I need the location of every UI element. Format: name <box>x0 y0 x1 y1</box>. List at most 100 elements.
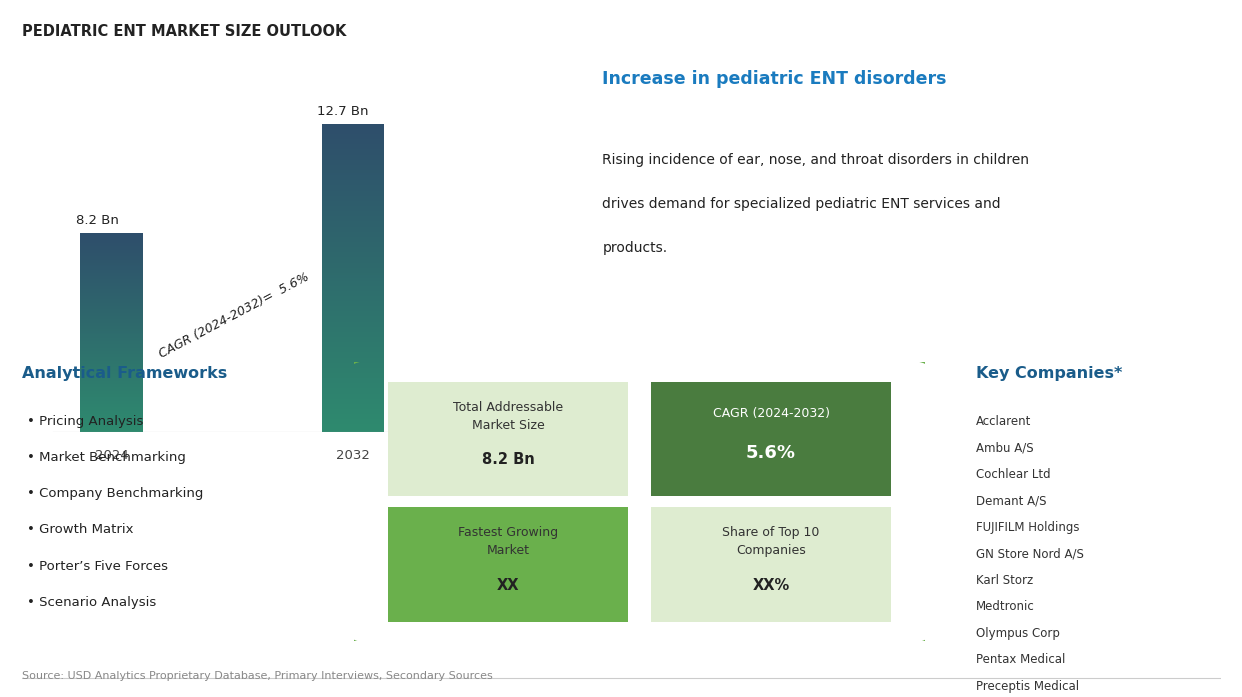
Bar <box>322 147 384 149</box>
Bar <box>322 339 384 342</box>
Bar <box>81 341 143 342</box>
Bar <box>81 261 143 263</box>
Bar <box>81 431 143 432</box>
Bar <box>322 350 384 353</box>
Bar <box>81 238 143 240</box>
Bar <box>81 351 143 353</box>
Bar <box>322 193 384 196</box>
Bar <box>322 175 384 178</box>
Bar <box>322 196 384 198</box>
Bar <box>81 294 143 296</box>
Bar <box>322 201 384 204</box>
Text: Share of Top 10: Share of Top 10 <box>723 526 820 539</box>
Text: Total Addressable: Total Addressable <box>453 401 564 413</box>
Text: 8.2 Bn: 8.2 Bn <box>482 452 534 467</box>
Bar <box>81 407 143 409</box>
Bar <box>322 124 384 126</box>
Text: drives demand for specialized pediatric ENT services and: drives demand for specialized pediatric … <box>602 197 1001 211</box>
Bar <box>81 354 143 355</box>
Bar <box>81 284 143 286</box>
Text: • Company Benchmarking: • Company Benchmarking <box>27 487 204 500</box>
Bar <box>81 250 143 252</box>
Bar <box>81 324 143 326</box>
Bar <box>322 417 384 420</box>
Bar <box>81 414 143 415</box>
Bar <box>322 231 384 234</box>
Bar <box>322 319 384 321</box>
Bar <box>81 404 143 406</box>
Bar <box>322 327 384 330</box>
Bar <box>322 247 384 250</box>
Text: products.: products. <box>602 241 667 255</box>
Bar <box>81 331 143 332</box>
Bar <box>322 298 384 301</box>
Bar <box>322 342 384 345</box>
Bar <box>81 332 143 335</box>
Bar <box>322 378 384 381</box>
Bar <box>81 309 143 311</box>
Bar <box>322 332 384 335</box>
Bar <box>322 129 384 132</box>
Text: Analytical Frameworks: Analytical Frameworks <box>22 366 227 381</box>
Bar <box>322 173 384 175</box>
Bar <box>81 337 143 339</box>
Bar <box>322 362 384 365</box>
Bar <box>322 422 384 424</box>
Bar <box>322 263 384 265</box>
Bar <box>322 409 384 412</box>
Bar <box>81 420 143 422</box>
Bar <box>81 384 143 385</box>
Bar <box>81 424 143 425</box>
Bar <box>322 139 384 141</box>
Bar <box>81 301 143 302</box>
Bar <box>322 239 384 242</box>
Bar <box>322 183 384 185</box>
Bar <box>322 222 384 224</box>
FancyBboxPatch shape <box>651 382 891 496</box>
Bar <box>81 348 143 349</box>
Text: 5.6%: 5.6% <box>746 444 796 462</box>
Bar <box>322 360 384 362</box>
Bar <box>81 291 143 293</box>
Bar <box>81 415 143 418</box>
Bar <box>322 420 384 422</box>
Bar <box>322 283 384 286</box>
Bar <box>322 424 384 427</box>
Text: 8.2 Bn: 8.2 Bn <box>76 214 119 227</box>
Bar <box>322 167 384 170</box>
Bar <box>322 219 384 222</box>
Bar <box>81 318 143 319</box>
Text: 12.7 Bn: 12.7 Bn <box>317 105 369 118</box>
Bar <box>322 314 384 316</box>
Bar <box>322 286 384 289</box>
Bar <box>322 280 384 283</box>
Bar <box>322 347 384 350</box>
Bar <box>81 336 143 337</box>
FancyBboxPatch shape <box>651 507 891 622</box>
Bar <box>322 229 384 231</box>
Bar <box>81 276 143 278</box>
Bar <box>81 342 143 344</box>
Bar <box>322 188 384 190</box>
Bar <box>322 386 384 388</box>
Bar <box>81 419 143 420</box>
Bar <box>81 278 143 279</box>
Text: • Scenario Analysis: • Scenario Analysis <box>27 596 156 609</box>
Bar <box>81 289 143 291</box>
Bar <box>81 353 143 354</box>
Bar <box>81 374 143 376</box>
Bar <box>322 337 384 339</box>
Bar <box>81 275 143 276</box>
Bar <box>81 254 143 256</box>
Bar <box>322 381 384 383</box>
Bar <box>322 373 384 376</box>
Bar <box>322 260 384 263</box>
Bar <box>81 377 143 379</box>
Bar <box>81 344 143 346</box>
Bar <box>81 286 143 288</box>
Bar <box>81 307 143 309</box>
Bar <box>322 388 384 391</box>
Bar <box>322 376 384 378</box>
Bar <box>81 406 143 407</box>
Bar <box>322 257 384 260</box>
